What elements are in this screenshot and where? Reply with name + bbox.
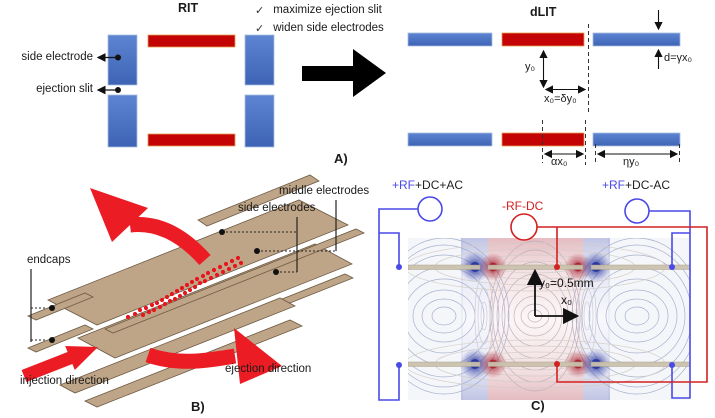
rit-side-electrode-bottom-right	[244, 94, 275, 148]
panel-a-graphics	[96, 10, 681, 165]
improvement-item-1: ✓ maximize ejection slit	[255, 4, 382, 17]
ejection-slit-label: ejection slit	[36, 83, 93, 95]
wire-middle-red	[537, 226, 708, 383]
dlit-dimension-arrows	[539, 10, 679, 159]
injection-direction-label: injection direction	[20, 375, 109, 387]
leader-dot	[115, 87, 121, 93]
bottom-middle-electrode-plate	[77, 243, 353, 359]
source-middle-label: -RF-DC	[502, 199, 544, 213]
rit-middle-electrode-top	[147, 34, 236, 48]
leader-dot	[115, 54, 121, 61]
axis-y-label: y₀=0.5mm	[539, 276, 594, 290]
ejection-direction-label: ejection direction	[225, 363, 312, 375]
dim-eta-label: ηy₀	[623, 156, 640, 168]
source-circle-left	[417, 196, 443, 222]
rit-title: RIT	[178, 1, 199, 15]
top-side-electrode-strip-back	[197, 174, 320, 227]
wire-right-blue	[649, 210, 691, 399]
source-left-rf: +RF	[392, 178, 416, 192]
transform-arrow	[302, 49, 386, 97]
improvement-text: widen side electrodes	[273, 22, 384, 34]
coordinate-axes	[526, 268, 580, 325]
source-circle-right	[624, 198, 650, 224]
improvement-item-2: ✓ widen side electrodes	[255, 22, 384, 35]
source-circle-middle	[510, 213, 538, 241]
wire-left-blue	[378, 208, 418, 401]
rit-label-leaders	[96, 53, 117, 95]
panel-c-graphics	[378, 196, 708, 401]
source-left-label: +RF+DC+AC	[392, 178, 464, 192]
panel-c-label: C)	[531, 398, 545, 413]
dlit-side-electrode-top-left	[407, 32, 493, 47]
panel-b-graphics	[21, 174, 365, 408]
axis-x-label: x₀	[561, 293, 572, 307]
wire-connection-dots	[396, 264, 675, 368]
source-right-label: +RF+DC-AC	[602, 178, 671, 192]
endcap-plate-2	[27, 324, 94, 353]
source-right-rf: +RF	[602, 178, 626, 192]
endcap-plate-1	[27, 292, 94, 321]
endcaps-label: endcaps	[27, 254, 71, 266]
dim-alpha-label: αx₀	[551, 156, 568, 168]
panel-b-leaders	[30, 200, 337, 343]
dlit-side-electrode-top-right	[592, 32, 681, 47]
dlit-middle-electrode-bottom	[501, 132, 585, 147]
checkmark-icon: ✓	[255, 23, 265, 35]
ejection-arrow-up	[90, 188, 211, 266]
ion-cloud	[125, 255, 244, 320]
panel-b-label: B)	[191, 399, 205, 414]
dlit-side-electrode-bottom-left	[407, 132, 493, 147]
rit-diagram	[96, 34, 275, 148]
panel-a-label: A)	[334, 151, 348, 166]
rit-side-electrode-top-right	[244, 34, 275, 86]
dlit-dashed-guides	[542, 24, 680, 165]
ejection-arrow-down	[145, 328, 282, 384]
rit-side-electrode-top-left	[107, 34, 138, 86]
improvement-text: maximize ejection slit	[273, 4, 382, 16]
dim-x0-label: x₀=δy₀	[544, 93, 577, 105]
middle-electrodes-label: middle electrodes	[279, 185, 370, 197]
dlit-middle-electrode-top	[501, 32, 585, 47]
dim-d-label: d=γx₀	[664, 52, 693, 64]
dlit-diagram	[407, 10, 681, 165]
dim-y0-label: y₀	[525, 61, 536, 73]
field-plot	[408, 238, 690, 400]
side-electrodes-label: side electrodes	[238, 202, 316, 214]
source-left-dc: +DC+AC	[415, 178, 464, 192]
dlit-title: dLIT	[530, 5, 557, 19]
dlit-side-electrode-bottom-right	[592, 132, 681, 147]
bottom-front-strip-1	[59, 297, 296, 394]
top-side-electrode-strip-front	[104, 228, 365, 334]
side-electrode-label: side electrode	[21, 51, 93, 63]
rit-middle-electrode-bottom	[147, 133, 236, 147]
rit-side-electrode-bottom-left	[107, 94, 138, 148]
source-right-dc: +DC-AC	[625, 178, 671, 192]
checkmark-icon: ✓	[255, 5, 265, 17]
injection-arrow	[21, 346, 99, 382]
